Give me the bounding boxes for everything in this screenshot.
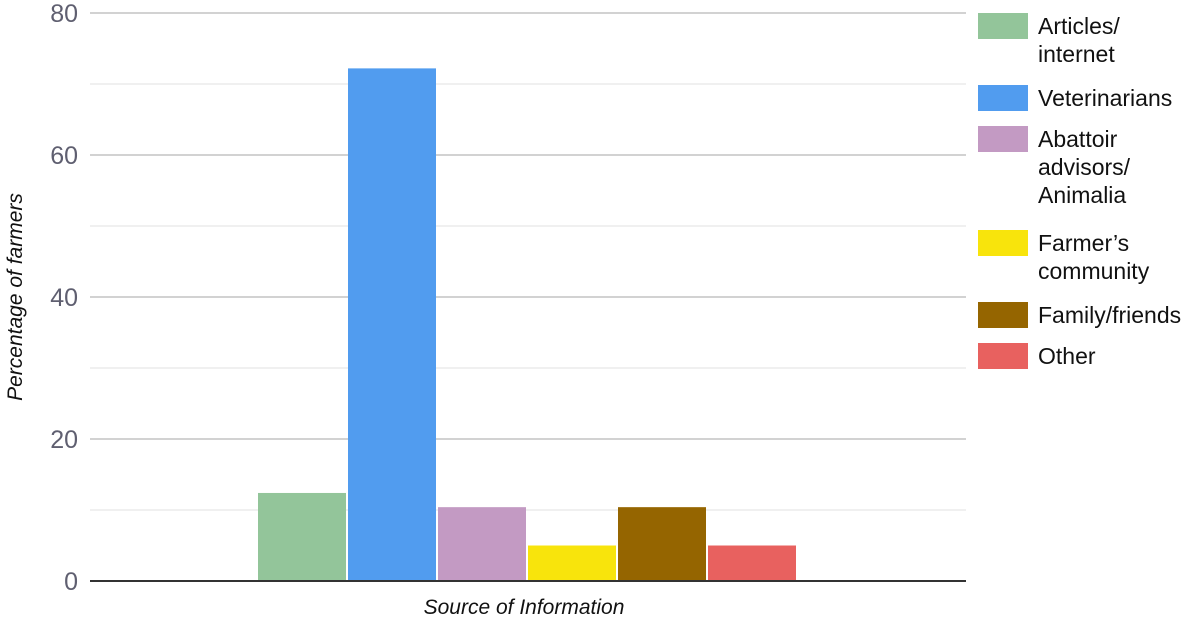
y-tick-label: 80: [50, 0, 78, 28]
legend-label: Farmer’s: [1038, 230, 1129, 256]
y-tick-label: 60: [50, 142, 78, 170]
bar-abattoir-advisors-animalia: [438, 507, 526, 581]
bar-farmer-s-community: [528, 545, 616, 581]
legend-label: advisors/: [1038, 154, 1131, 180]
gridlines: [90, 12, 966, 511]
y-tick-label: 20: [50, 426, 78, 454]
legend-label: internet: [1038, 41, 1115, 67]
legend-item: Veterinarians: [978, 85, 1172, 111]
bar-other: [708, 545, 796, 581]
legend-swatch: [978, 13, 1028, 39]
legend-label: Animalia: [1038, 182, 1126, 208]
y-tick-label: 0: [64, 568, 78, 596]
legend-label: community: [1038, 258, 1150, 284]
legend-label: Articles/: [1038, 13, 1120, 39]
legend-label: Family/friends: [1038, 302, 1181, 328]
x-axis-title: Source of Information: [424, 596, 625, 618]
legend-label: Veterinarians: [1038, 85, 1172, 111]
bar-family-friends: [618, 507, 706, 581]
legend-item: Family/friends: [978, 302, 1181, 328]
bar-veterinarians: [348, 68, 436, 581]
y-axis-tick-labels: 0 20 40 60 80: [50, 0, 78, 596]
legend-swatch: [978, 302, 1028, 328]
legend-item: Other: [978, 343, 1096, 369]
legend-item: Articles/internet: [978, 13, 1120, 67]
legend-swatch: [978, 343, 1028, 369]
legend-label: Abattoir: [1038, 126, 1118, 152]
bars: [258, 68, 796, 581]
y-axis-title: Percentage of farmers: [4, 193, 27, 401]
legend-swatch: [978, 85, 1028, 111]
y-tick-label: 40: [50, 284, 78, 312]
legend-label: Other: [1038, 343, 1096, 369]
legend: Articles/internet Veterinarians Abattoirad…: [978, 13, 1181, 369]
legend-swatch: [978, 126, 1028, 152]
legend-swatch: [978, 230, 1028, 256]
bar-articles-internet: [258, 492, 346, 581]
